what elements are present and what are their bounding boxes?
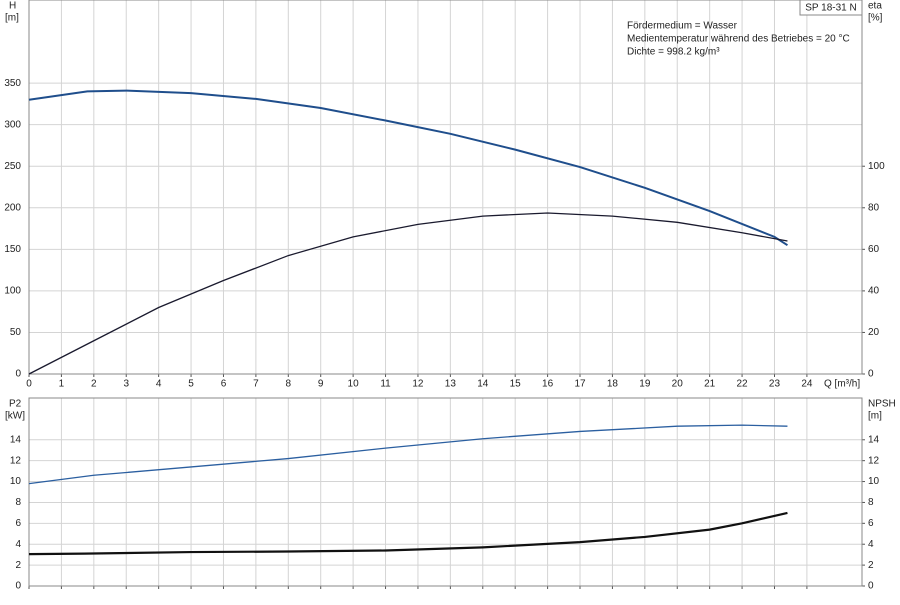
annotation: Dichte = 998.2 kg/m³	[627, 47, 720, 58]
y2-tick-label: 80	[868, 202, 880, 213]
x-tick-label: 5	[188, 379, 194, 390]
y-tick-label: 0	[15, 369, 21, 380]
y-tick-label: 14	[10, 434, 22, 445]
y-tick-label: 8	[15, 497, 21, 508]
y-label: H	[9, 1, 16, 12]
y-tick-label: 2	[15, 560, 21, 571]
x-tick-label: 10	[348, 379, 360, 390]
x-tick-label: 15	[510, 379, 522, 390]
x-tick-label: 4	[156, 379, 162, 390]
curve	[28, 424, 788, 485]
annotation: Medientemperatur während des Betriebes =…	[627, 34, 850, 45]
x-tick-label: 23	[769, 379, 781, 390]
x-tick-label: 14	[477, 379, 489, 390]
pump-label: SP 18-31 N	[805, 3, 857, 14]
label-box	[799, 0, 863, 16]
x-tick-label: 7	[253, 379, 259, 390]
y-tick-label: 100	[4, 286, 21, 297]
y-unit: [m]	[5, 13, 19, 24]
y2-tick-label: 60	[868, 244, 880, 255]
y2-tick-label: 40	[868, 286, 880, 297]
y2-tick-label: 0	[868, 581, 874, 592]
y2-tick-label: 8	[868, 497, 874, 508]
y-tick-label: 300	[4, 119, 21, 130]
x-tick-label: 17	[574, 379, 586, 390]
x-tick-label: 11	[380, 379, 391, 390]
x-tick-label: 9	[318, 379, 324, 390]
y2-tick-label: 14	[868, 434, 880, 445]
y2-unit: [%]	[868, 13, 883, 24]
y2-label: eta	[868, 1, 882, 12]
y-tick-label: 350	[4, 78, 21, 89]
y-tick-label: 10	[10, 476, 22, 487]
curve	[28, 212, 788, 375]
curve	[28, 511, 788, 556]
x-tick-label: 3	[123, 379, 129, 390]
x-tick-label: 2	[91, 379, 97, 390]
x-tick-label: 19	[639, 379, 651, 390]
x-tick-label: 13	[445, 379, 457, 390]
y-tick-label: 250	[4, 161, 21, 172]
y-unit: [kW]	[5, 411, 25, 422]
y-tick-label: 50	[10, 327, 22, 338]
curve	[28, 89, 788, 247]
x-tick-label: 6	[221, 379, 227, 390]
x-tick-label: 20	[672, 379, 684, 390]
y-tick-label: 150	[4, 244, 21, 255]
x-tick-label: 22	[737, 379, 749, 390]
y2-tick-label: 12	[868, 455, 880, 466]
y2-tick-label: 20	[868, 327, 880, 338]
y2-tick-label: 4	[868, 539, 874, 550]
x-tick-label: 1	[59, 379, 65, 390]
y2-tick-label: 6	[868, 518, 874, 529]
y2-tick-label: 10	[868, 476, 880, 487]
y-tick-label: 12	[10, 455, 22, 466]
plot-frame	[28, 397, 863, 587]
y-tick-label: 0	[15, 581, 21, 592]
y2-tick-label: 2	[868, 560, 874, 571]
x-tick-label: 16	[542, 379, 554, 390]
y-tick-label: 4	[15, 539, 21, 550]
y-tick-label: 6	[15, 518, 21, 529]
x-label: Q [m³/h]	[824, 379, 860, 390]
x-tick-label: 24	[801, 379, 813, 390]
y2-tick-label: 0	[868, 369, 874, 380]
x-tick-label: 21	[704, 379, 716, 390]
x-tick-label: 8	[286, 379, 292, 390]
x-tick-label: 0	[26, 379, 32, 390]
annotation: Fördermedium = Wasser	[627, 21, 738, 32]
plot-frame	[28, 0, 863, 375]
y2-tick-label: 100	[868, 161, 885, 172]
y-tick-label: 200	[4, 202, 21, 213]
y2-label: NPSH	[868, 399, 896, 410]
y2-unit: [m]	[868, 411, 882, 422]
x-tick-label: 18	[607, 379, 619, 390]
x-tick-label: 12	[412, 379, 424, 390]
y-label: P2	[9, 399, 22, 410]
